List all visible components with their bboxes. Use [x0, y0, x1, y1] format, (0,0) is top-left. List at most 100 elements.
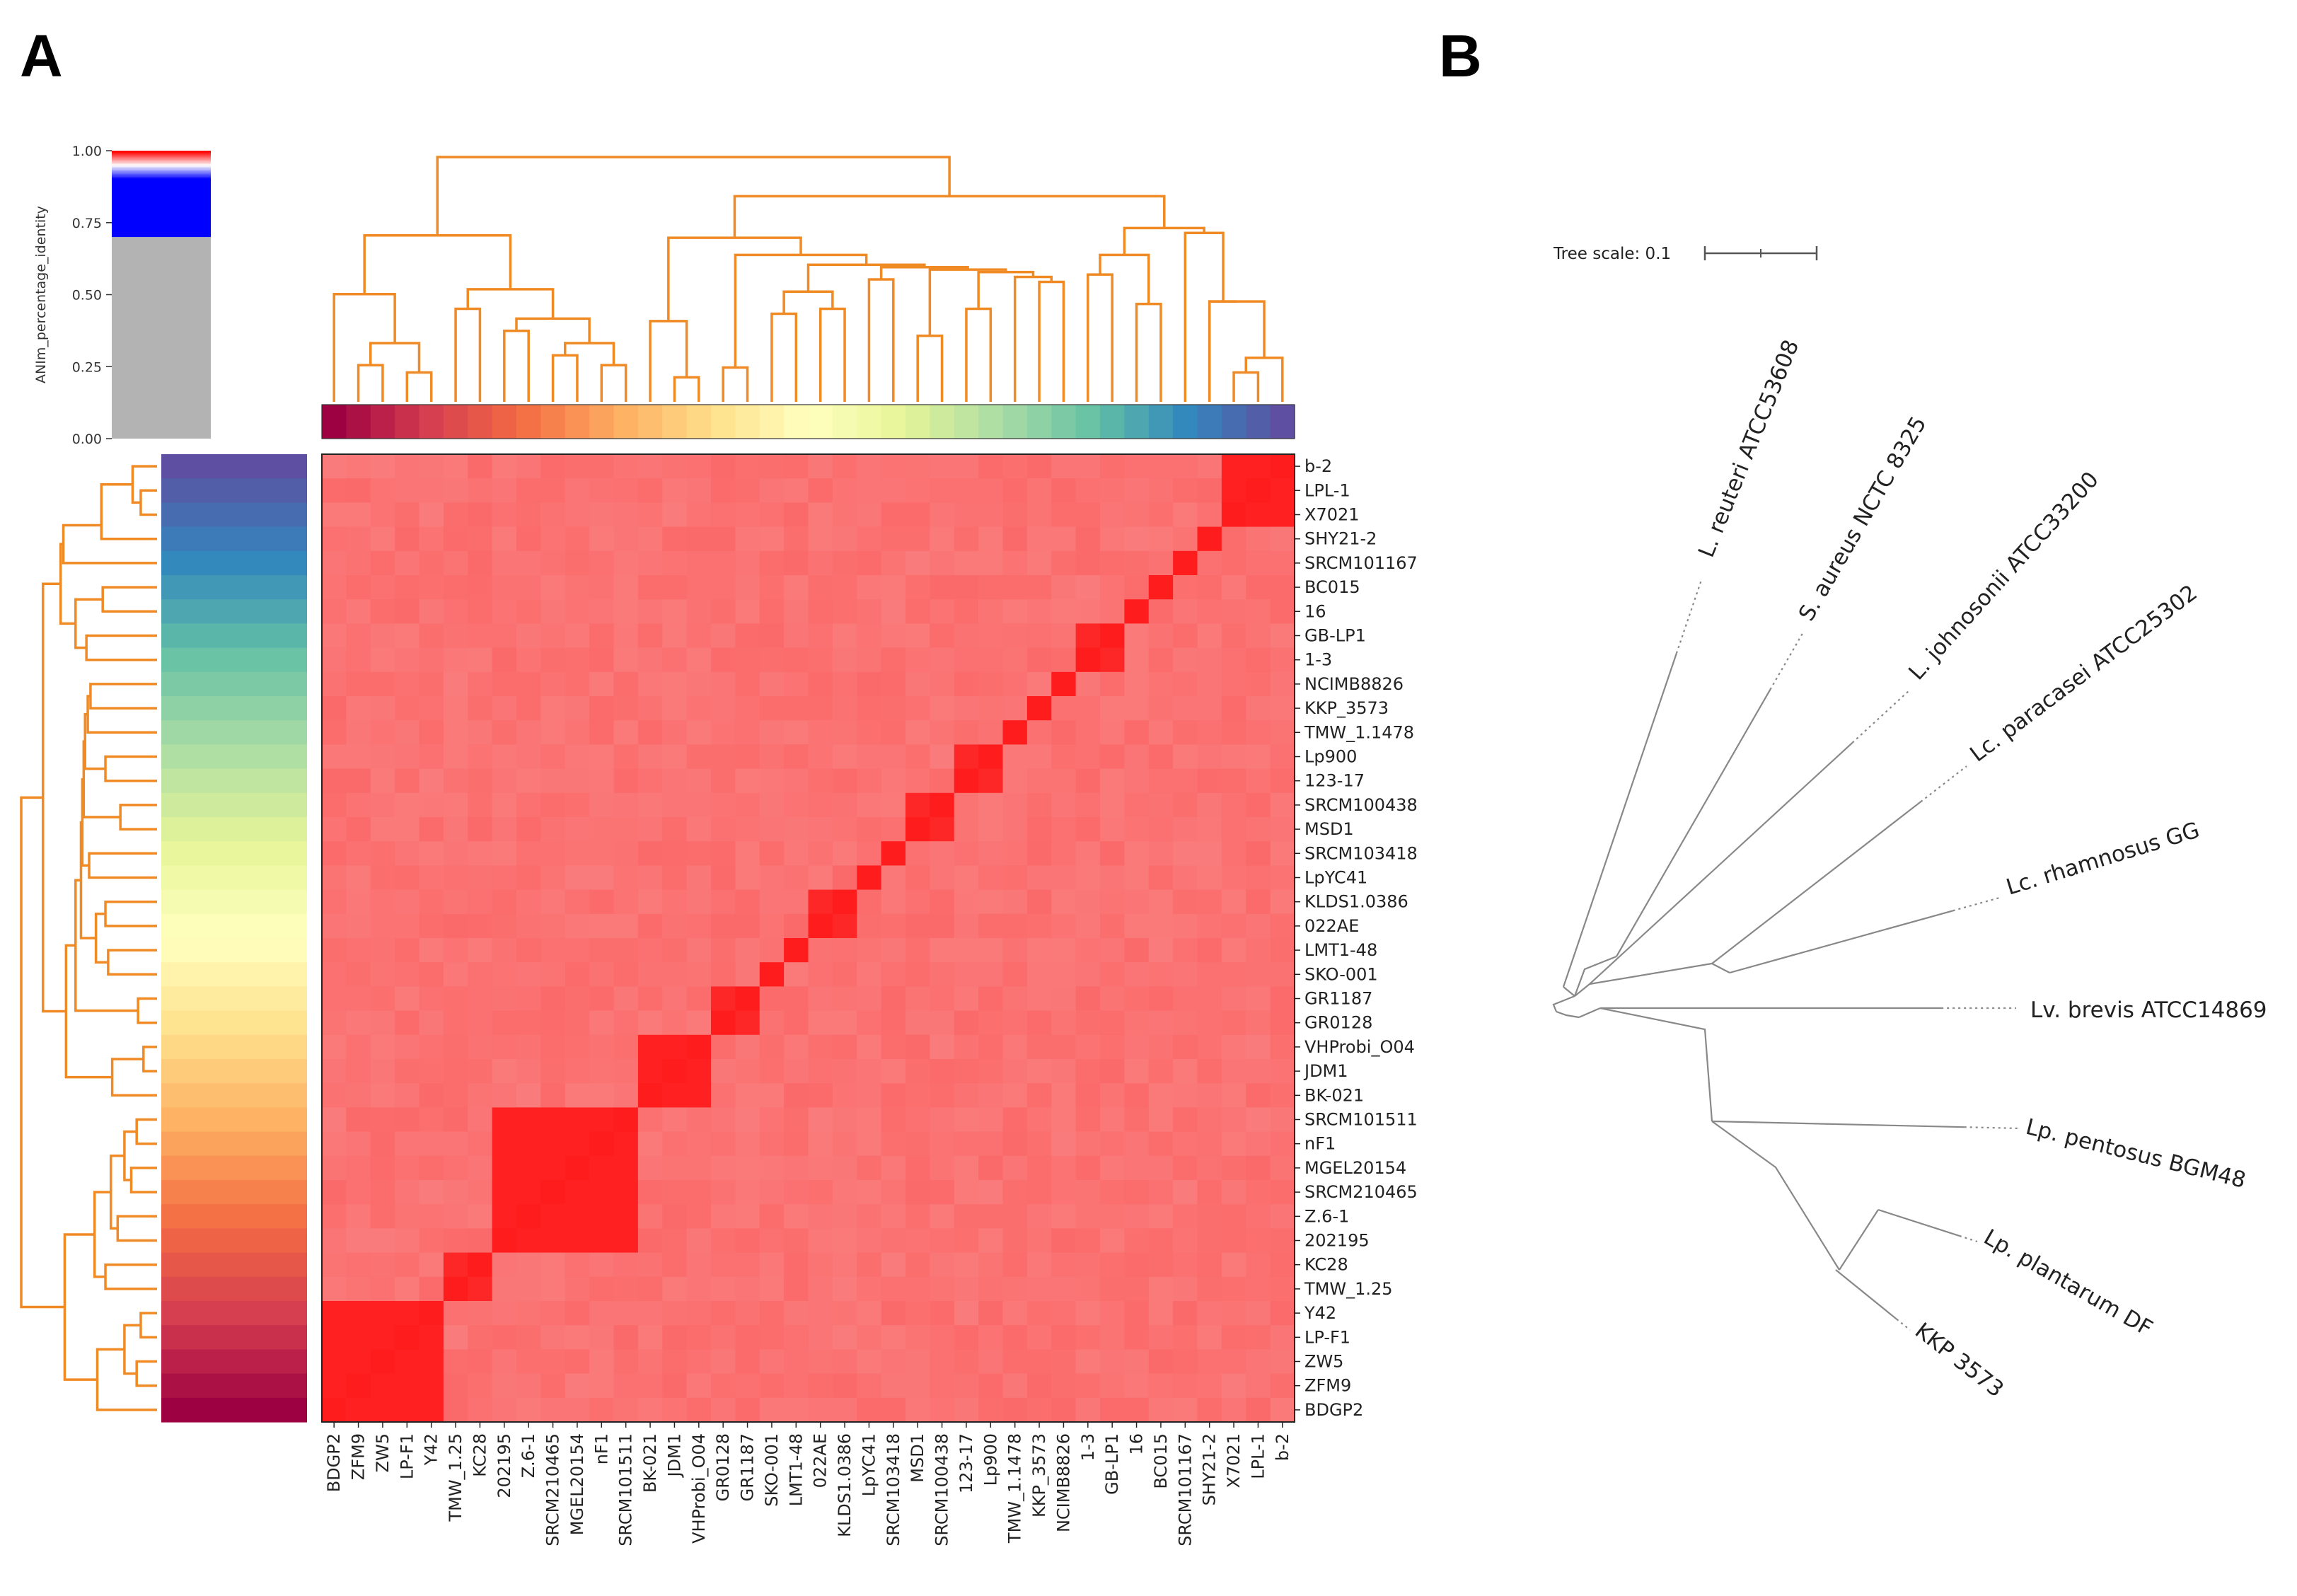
heatmap-cell	[613, 913, 639, 939]
heatmap-cell	[954, 623, 979, 649]
heatmap-cell	[1124, 865, 1150, 891]
heatmap-cell	[978, 647, 1004, 673]
heatmap-cell	[1221, 1083, 1246, 1108]
heatmap-cell	[395, 1083, 420, 1108]
heatmap-cell	[1173, 1397, 1198, 1423]
heatmap-cell	[1100, 1083, 1125, 1108]
heatmap-cell	[565, 744, 590, 770]
heatmap-cell	[1100, 1252, 1125, 1278]
heatmap-cell	[954, 1373, 979, 1399]
heatmap-cell	[906, 1059, 930, 1084]
heatmap-cell	[1148, 1107, 1174, 1133]
heatmap-cell	[419, 454, 444, 479]
heatmap-cell	[735, 478, 760, 503]
heatmap-cell	[857, 502, 882, 528]
heatmap-cell	[1100, 1228, 1125, 1254]
heatmap-cell	[662, 1107, 688, 1133]
heatmap-cell	[1124, 1252, 1150, 1278]
dendrogram-branch	[1208, 300, 1237, 402]
heatmap-cell	[565, 1180, 590, 1205]
heatmap-cell	[1026, 550, 1052, 576]
heatmap-cell	[662, 913, 688, 939]
heatmap-cell	[978, 865, 1004, 891]
heatmap-cell	[589, 1083, 615, 1108]
heatmap-cell	[735, 938, 760, 963]
heatmap-cell	[1197, 1083, 1222, 1108]
heatmap-cell	[1124, 696, 1150, 721]
heatmap-cell	[686, 865, 712, 891]
heatmap-cell	[370, 986, 395, 1012]
heatmap-cell	[1148, 1228, 1174, 1254]
heatmap-cell	[1002, 671, 1028, 697]
strip-cell	[1026, 405, 1052, 439]
heatmap-cell	[978, 1252, 1004, 1278]
heatmap-cell	[370, 623, 395, 649]
heatmap-cell	[954, 817, 979, 842]
heatmap-cell	[613, 1059, 639, 1084]
column-label: SHY21-2	[1200, 1433, 1220, 1505]
heatmap-cell	[322, 478, 347, 503]
heatmap-cell	[808, 1180, 833, 1205]
heatmap-cell	[1051, 1252, 1077, 1278]
heatmap-cell	[1197, 671, 1222, 697]
heatmap-cell	[1173, 938, 1198, 963]
heatmap-cell	[662, 623, 688, 649]
heatmap-cell	[832, 696, 857, 721]
heatmap-cell	[881, 1180, 906, 1205]
heatmap-cell	[1148, 913, 1174, 939]
heatmap-cell	[589, 550, 615, 576]
heatmap-cell	[686, 454, 712, 479]
heatmap-cell	[1197, 913, 1222, 939]
heatmap-cell	[1051, 1034, 1077, 1060]
heatmap-cell	[468, 1276, 493, 1302]
heatmap-cell	[978, 986, 1004, 1012]
dendrogram-branch	[722, 366, 749, 402]
heatmap-cell	[881, 1276, 906, 1302]
heatmap-cell	[1100, 1373, 1125, 1399]
row-label: Lp900	[1304, 747, 1357, 767]
heatmap-cell	[930, 696, 955, 721]
heatmap-cell	[808, 865, 833, 891]
heatmap-cell	[540, 720, 566, 745]
heatmap-cell	[419, 1228, 444, 1254]
heatmap-cell	[443, 1180, 468, 1205]
heatmap-cell	[613, 1204, 639, 1229]
heatmap-cell	[516, 792, 541, 818]
heatmap-cell	[906, 1010, 930, 1036]
heatmap-cell	[589, 962, 615, 987]
heatmap-cell	[370, 938, 395, 963]
panel-label-b: B	[1439, 23, 1482, 89]
column-label: b-2	[1273, 1433, 1292, 1461]
heatmap-cell	[540, 647, 566, 673]
heatmap-cell	[759, 1107, 785, 1133]
tree-branch	[1562, 653, 1677, 988]
heatmap-cell	[686, 1010, 712, 1036]
heatmap-cell	[1246, 599, 1271, 624]
heatmap-cell	[735, 1083, 760, 1108]
heatmap-cell	[637, 1034, 663, 1060]
heatmap-cell	[906, 1325, 930, 1350]
heatmap-cell	[443, 1373, 468, 1399]
heatmap-cell	[784, 575, 809, 600]
heatmap-cell	[662, 454, 688, 479]
heatmap-cell	[370, 1325, 395, 1350]
heatmap-cell	[930, 1131, 955, 1157]
heatmap-cell	[443, 1059, 468, 1084]
heatmap-cell	[492, 1204, 517, 1229]
heatmap-cell	[662, 599, 688, 624]
heatmap-cell	[808, 550, 833, 576]
heatmap-cell	[857, 671, 882, 697]
dendrogram-branch	[131, 465, 157, 504]
heatmap-cell	[443, 986, 468, 1012]
row-label: 123-17	[1304, 771, 1365, 791]
heatmap-cell	[1270, 889, 1295, 915]
heatmap-cell	[857, 478, 882, 503]
heatmap-cell	[1002, 938, 1028, 963]
column-label: X7021	[1224, 1433, 1244, 1488]
heatmap-cell	[540, 1155, 566, 1181]
heatmap-cell	[589, 841, 615, 866]
heatmap-cell	[1270, 1010, 1295, 1036]
heatmap-cell	[808, 817, 833, 842]
heatmap-cell	[637, 1349, 663, 1375]
heatmap-cell	[1246, 623, 1271, 649]
